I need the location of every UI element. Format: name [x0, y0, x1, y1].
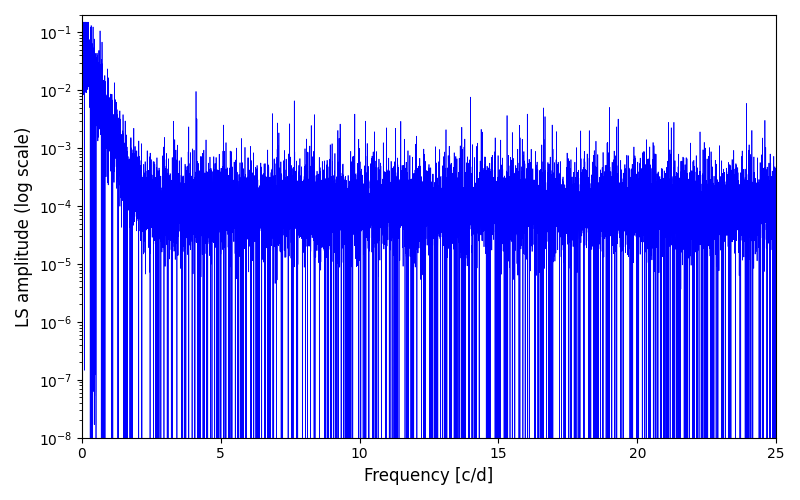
X-axis label: Frequency [c/d]: Frequency [c/d] — [364, 467, 494, 485]
Y-axis label: LS amplitude (log scale): LS amplitude (log scale) — [15, 126, 33, 326]
